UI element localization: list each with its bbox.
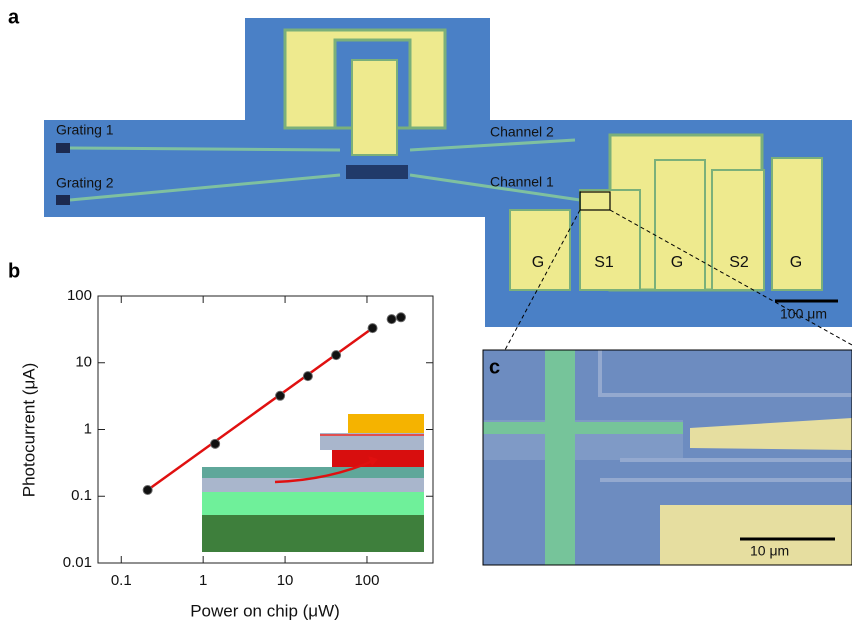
x-tick-label: 1 bbox=[199, 572, 207, 589]
pad-label: G bbox=[532, 254, 544, 271]
data-point bbox=[276, 391, 285, 400]
data-point bbox=[332, 351, 341, 360]
data-point bbox=[387, 315, 396, 324]
y-axis-label: Photocurrent (μA) bbox=[19, 363, 38, 498]
x-tick-label: 100 bbox=[354, 572, 379, 589]
x-tick-label: 0.1 bbox=[111, 572, 132, 589]
panel-label: b bbox=[8, 260, 20, 282]
label: Channel 2 bbox=[490, 124, 554, 140]
figure: Grating 1 Grating 2 Channel 2 Channel 1 … bbox=[0, 0, 852, 627]
pad-label: S1 bbox=[594, 254, 614, 271]
data-point bbox=[368, 324, 377, 333]
panel-label: c bbox=[489, 356, 500, 378]
x-tick-label: 10 bbox=[277, 572, 294, 589]
y-tick-label: 10 bbox=[75, 354, 92, 371]
pad-label: S2 bbox=[729, 254, 749, 271]
label: Grating 1 bbox=[56, 122, 114, 138]
micrograph-a: Grating 1 Grating 2 Channel 2 Channel 1 … bbox=[44, 18, 852, 350]
y-tick-label: 0.01 bbox=[63, 554, 92, 571]
inset-diagram bbox=[202, 414, 424, 552]
panel-label: a bbox=[8, 6, 20, 28]
y-tick-label: 0.1 bbox=[71, 487, 92, 504]
y-tick-label: 1 bbox=[84, 420, 92, 437]
scale-label: 100 μm bbox=[780, 306, 827, 322]
data-point bbox=[303, 372, 312, 381]
data-point bbox=[396, 313, 405, 322]
scale-label: 10 μm bbox=[750, 543, 789, 559]
pad-label: G bbox=[790, 254, 802, 271]
data-point bbox=[143, 486, 152, 495]
y-tick-label: 100 bbox=[67, 287, 92, 304]
micrograph-c: 10 μm bbox=[483, 350, 852, 565]
data-point bbox=[211, 439, 220, 448]
label: Channel 1 bbox=[490, 174, 554, 190]
label: Grating 2 bbox=[56, 175, 114, 191]
pad-label: G bbox=[671, 254, 683, 271]
x-axis-label: Power on chip (μW) bbox=[190, 601, 340, 620]
